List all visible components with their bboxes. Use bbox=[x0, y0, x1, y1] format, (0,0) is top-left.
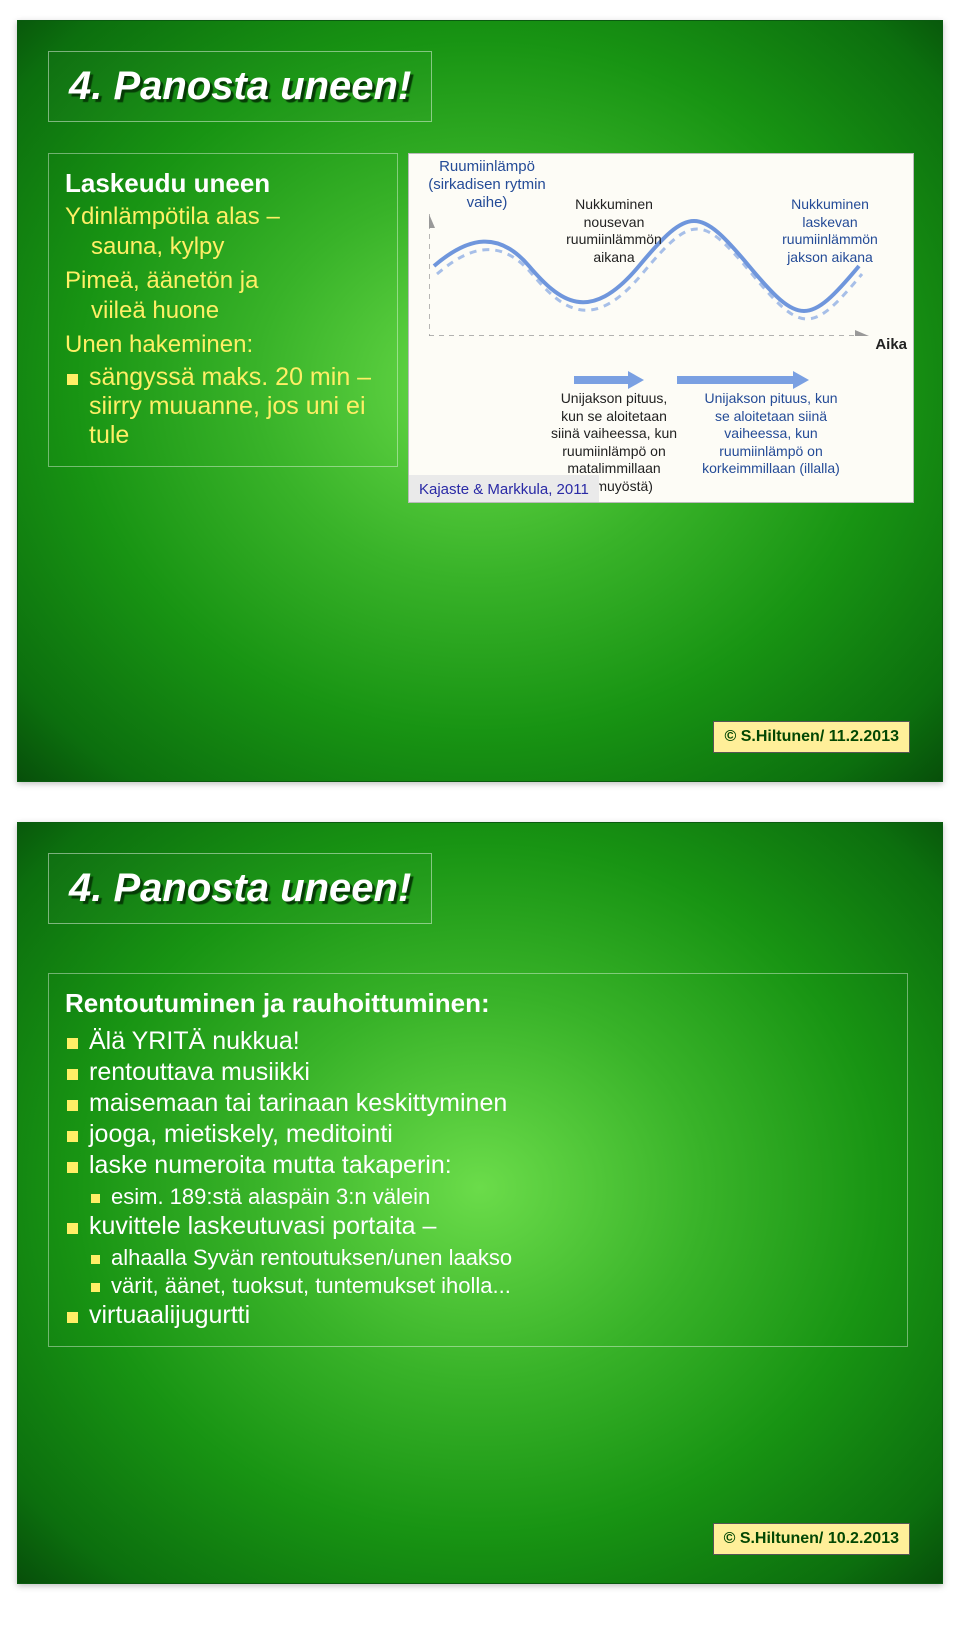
list-item: jooga, mietiskely, meditointi bbox=[65, 1120, 891, 1149]
chart-ann-right: Nukkuminen laskevan ruumiinlämmön jakson… bbox=[765, 196, 895, 266]
line2: Pimeä, äänetön ja bbox=[65, 267, 381, 295]
body-box: Rentoutuminen ja rauhoittuminen: Älä YRI… bbox=[48, 973, 908, 1347]
y-axis-label: Ruumiinlämpö (sirkadisen rytmin vaihe) bbox=[417, 158, 557, 212]
credit-badge: © S.Hiltunen/ 10.2.2013 bbox=[713, 1523, 910, 1555]
lead-text: Rentoutuminen ja rauhoittuminen: bbox=[65, 988, 891, 1019]
bullet-list: Älä YRITÄ nukkua!rentouttava musiikkimai… bbox=[65, 1027, 891, 1330]
chart-caption: Kajaste & Markkula, 2011 bbox=[409, 475, 599, 502]
title-box: 4. Panosta uneen! bbox=[48, 853, 432, 924]
list-item: laske numeroita mutta takaperin:esim. 18… bbox=[65, 1151, 891, 1210]
list-item: kuvittele laskeutuvasi portaita –alhaall… bbox=[65, 1212, 891, 1299]
line1: Ydinlämpötila alas – bbox=[65, 203, 381, 231]
page: 4. Panosta uneen! Laskeudu uneen Ydinläm… bbox=[0, 0, 960, 1646]
body-box: Laskeudu uneen Ydinlämpötila alas – saun… bbox=[48, 153, 398, 467]
title-box: 4. Panosta uneen! bbox=[48, 51, 432, 122]
list-item: Älä YRITÄ nukkua! bbox=[65, 1027, 891, 1056]
line2b: viileä huone bbox=[91, 297, 381, 325]
list-item: sängyssä maks. 20 min – siirry muuanne, … bbox=[65, 363, 381, 450]
list-item: maisemaan tai tarinaan keskittyminen bbox=[65, 1089, 891, 1118]
chart-ann-left: Nukkuminen nousevan ruumiinlämmön aikana bbox=[549, 196, 679, 266]
x-axis-label: Aika bbox=[875, 336, 907, 353]
bullet-list: sängyssä maks. 20 min – siirry muuanne, … bbox=[65, 363, 381, 450]
list-item: esim. 189:stä alaspäin 3:n välein bbox=[89, 1184, 891, 1210]
list-item: rentouttava musiikki bbox=[65, 1058, 891, 1087]
list-item: alhaalla Syvän rentoutuksen/unen laakso bbox=[89, 1245, 891, 1271]
list-item: virtuaalijugurtti bbox=[65, 1301, 891, 1330]
credit-badge: © S.Hiltunen/ 11.2.2013 bbox=[713, 721, 910, 753]
chart-note-right: Unijakson pituus, kun se aloitetaan siin… bbox=[701, 390, 841, 478]
list-item: värit, äänet, tuoksut, tuntemukset iholl… bbox=[89, 1273, 891, 1299]
slide-title: 4. Panosta uneen! bbox=[69, 866, 411, 911]
slide-title: 4. Panosta uneen! bbox=[69, 64, 411, 109]
line1b: sauna, kylpy bbox=[91, 233, 381, 261]
slide-1: 4. Panosta uneen! Laskeudu uneen Ydinläm… bbox=[17, 20, 943, 782]
slide-2: 4. Panosta uneen! Rentoutuminen ja rauho… bbox=[17, 822, 943, 1584]
line3: Unen hakeminen: bbox=[65, 331, 381, 359]
chart-figure: Ruumiinlämpö (sirkadisen rytmin vaihe) N… bbox=[408, 153, 914, 503]
lead-text: Laskeudu uneen bbox=[65, 168, 381, 199]
